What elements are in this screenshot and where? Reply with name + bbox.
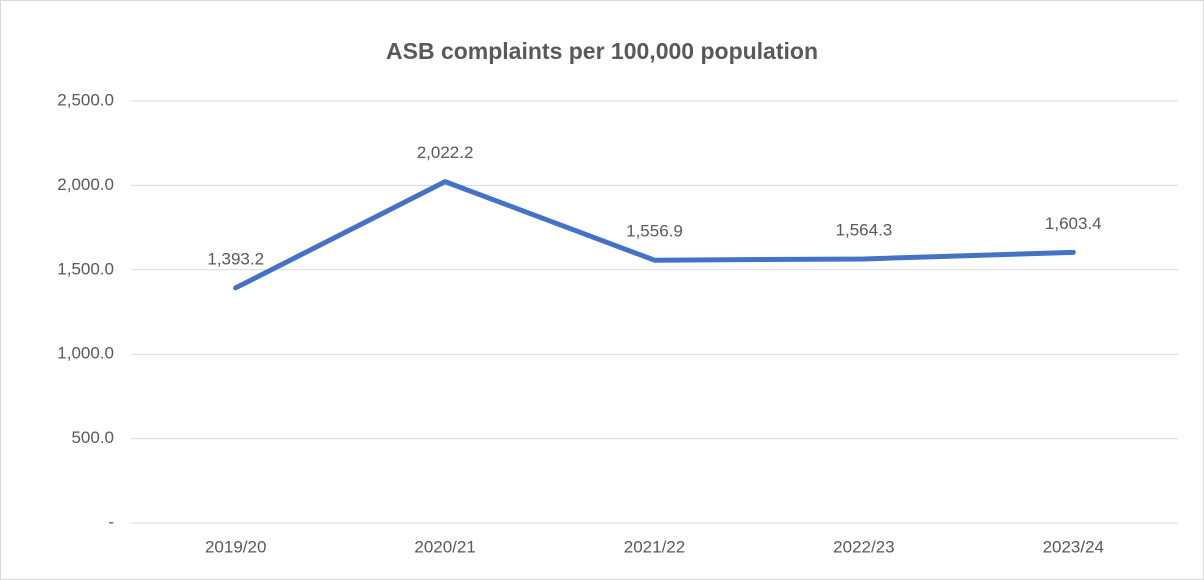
data-label: 1,556.9: [626, 222, 683, 241]
y-tick-label: 2,000.0: [57, 175, 114, 194]
y-tick-label: 1,500.0: [57, 259, 114, 278]
x-tick-label: 2021/22: [624, 537, 685, 556]
x-tick-label: 2020/21: [414, 537, 475, 556]
y-tick-label: 500.0: [71, 428, 114, 447]
line: [233, 179, 1076, 291]
data-label: 1,393.2: [207, 249, 264, 268]
data-label: 1,564.3: [836, 220, 893, 239]
y-tick-label: 1,000.0: [57, 344, 114, 363]
data-label: 2,022.2: [417, 143, 474, 162]
y-tick-label: 2,500.0: [57, 90, 114, 109]
y-tick-label: -: [108, 512, 114, 531]
x-tick-label: 2022/23: [833, 537, 894, 556]
data-label: 1,603.4: [1045, 214, 1102, 233]
chart-title: ASB complaints per 100,000 population: [386, 38, 818, 64]
x-tick-label: 2019/20: [205, 537, 266, 556]
x-tick-label: 2023/24: [1043, 537, 1104, 556]
